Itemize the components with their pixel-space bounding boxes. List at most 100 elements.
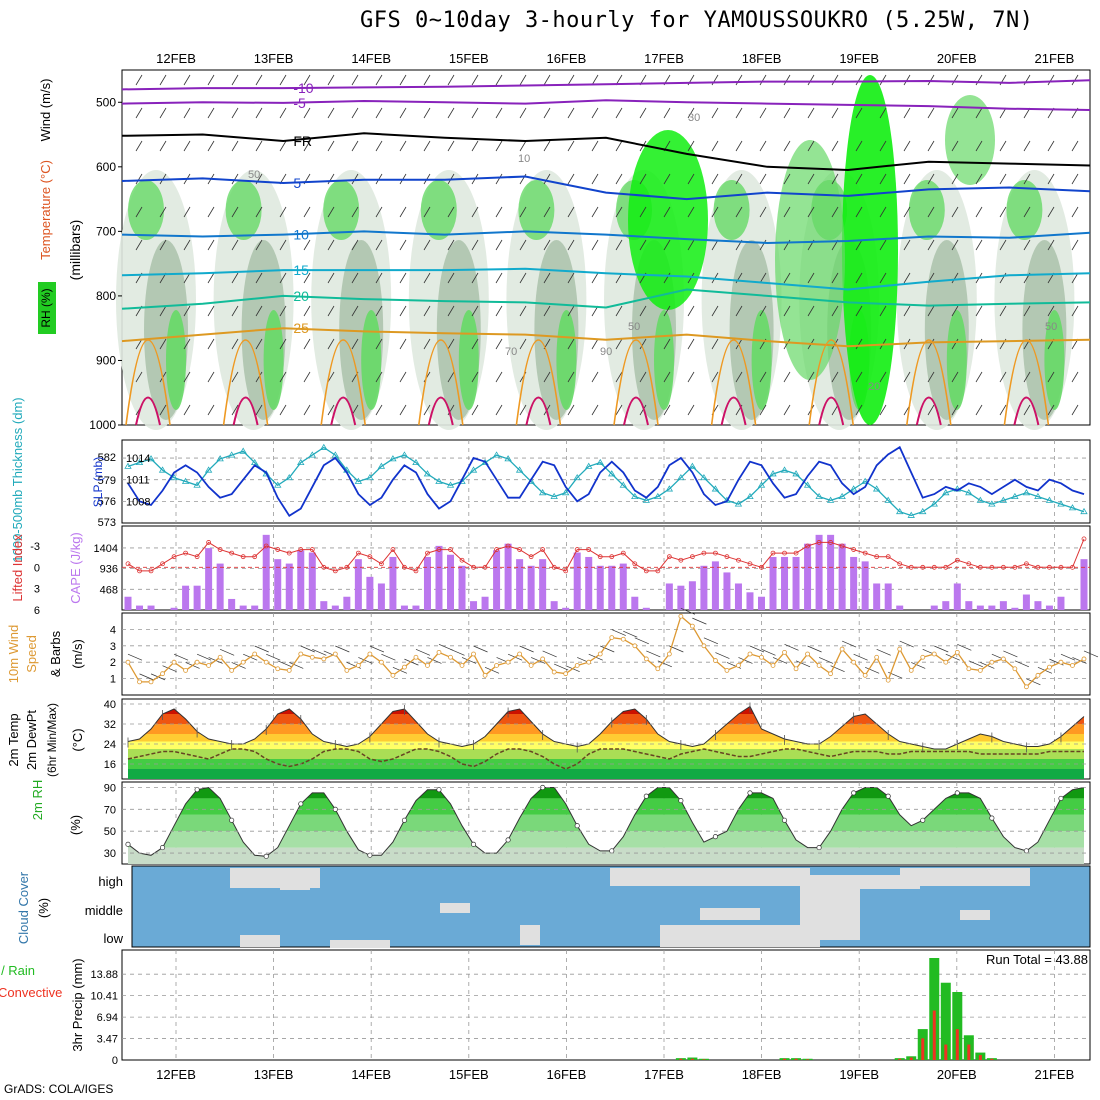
thickness-point <box>181 477 190 484</box>
wind-barb <box>663 272 671 284</box>
lifted-index-point <box>989 564 995 570</box>
surface-wind-barb <box>807 645 822 653</box>
wind-barb <box>543 107 551 119</box>
lifted-index-point <box>517 547 523 552</box>
cape-bar <box>216 563 224 610</box>
wind-barb <box>1023 404 1031 416</box>
thickness-point <box>631 492 639 499</box>
wind-barb <box>855 239 863 251</box>
surface-wind-barb <box>277 660 292 668</box>
wind-barb <box>471 107 479 119</box>
thickness-point <box>596 458 604 466</box>
wind-barb <box>615 305 623 317</box>
lifted-index-point <box>137 568 142 574</box>
wind-barb <box>687 404 695 416</box>
lifted-index-point <box>736 557 741 563</box>
wind-barb <box>567 239 575 251</box>
lifted-index-point <box>551 564 557 570</box>
wind-barb <box>903 173 911 185</box>
thickness-point <box>227 451 236 458</box>
precip-conv-legend: Convective <box>0 985 62 1000</box>
wind-barb <box>231 74 239 86</box>
date-label-top: 12FEB <box>156 51 196 66</box>
wind-barb <box>183 206 191 218</box>
wind10-point <box>402 664 407 670</box>
wind-barb <box>231 371 239 383</box>
wind10-point <box>482 672 488 678</box>
wind-barb <box>951 338 959 350</box>
hot-contour <box>915 396 942 426</box>
wind-barb <box>879 206 887 218</box>
wind-barb <box>663 404 671 416</box>
wind-barb <box>279 272 287 284</box>
cape-bar <box>458 565 466 610</box>
wind-barb <box>183 74 191 86</box>
surface-wind-barb <box>300 645 315 653</box>
wind-barb <box>711 338 719 350</box>
rh2m-point <box>194 787 200 793</box>
wind-barb <box>375 272 383 284</box>
cape-bar <box>746 592 754 610</box>
cape-bar <box>124 596 132 610</box>
cape-bar <box>400 605 408 610</box>
wind-barb <box>759 107 767 119</box>
rh-contour-label: 50 <box>248 169 260 181</box>
temperature-label: Temperature (°C) <box>38 160 53 260</box>
wind-barb <box>567 305 575 317</box>
wind-barb <box>207 338 215 350</box>
lifted-index-point <box>862 550 868 556</box>
rh-blob-green <box>263 310 284 410</box>
thickness-point <box>1068 504 1077 511</box>
cape-bar <box>1057 596 1065 610</box>
wind-barb <box>1071 404 1079 416</box>
wind-barb <box>855 140 863 152</box>
lifted-tick-label: -3 <box>30 541 40 553</box>
cape-bar <box>285 563 293 610</box>
wind-barb <box>639 206 647 218</box>
thickness-point <box>135 458 144 466</box>
cape-bar <box>999 601 1007 610</box>
thickness-point <box>446 481 455 488</box>
cape-bar <box>481 596 489 610</box>
wind-barb <box>471 338 479 350</box>
rh-label-swatch <box>38 282 56 334</box>
wind-barb <box>207 74 215 86</box>
wind-barb <box>567 338 575 350</box>
wind-barb <box>783 107 791 119</box>
wind10-point <box>252 651 258 657</box>
wind-barb <box>807 272 815 284</box>
date-label-top: 20FEB <box>937 51 977 66</box>
wind-barb <box>975 404 983 416</box>
surface-wind-barb <box>461 657 477 664</box>
isotherm-label: FR <box>293 133 312 149</box>
lifted-index-point <box>1000 564 1006 570</box>
wind-barb <box>447 338 455 350</box>
wind-barb <box>183 272 191 284</box>
wind-barb <box>879 140 887 152</box>
cloud-patch <box>520 925 540 945</box>
surface-wind-barb <box>266 653 281 661</box>
precip-conv-bar <box>990 1058 994 1060</box>
precip-conv-bar <box>967 1044 971 1060</box>
wind-barb <box>927 74 935 86</box>
isotherm-20 <box>121 288 1091 310</box>
wind10-point <box>275 666 281 672</box>
lifted-index-point <box>563 568 569 574</box>
wind-barb <box>759 173 767 185</box>
wind-barb <box>351 107 359 119</box>
surface-wind-barb <box>749 645 765 653</box>
lifted-index-point <box>263 543 269 549</box>
surface-wind-barb <box>934 645 949 653</box>
thickness-point <box>538 489 547 496</box>
wind-barb <box>399 107 407 119</box>
wind-barb <box>495 239 503 251</box>
wind-barb <box>1071 173 1079 185</box>
wind10-point <box>240 659 246 665</box>
wind10-point <box>620 636 626 642</box>
wind-barb <box>855 107 863 119</box>
lifted-index-point <box>309 547 315 552</box>
wind-barb <box>591 338 599 350</box>
thickness-point <box>988 500 996 507</box>
cloud-level-label: low <box>103 931 123 946</box>
wind-barb <box>447 371 455 383</box>
